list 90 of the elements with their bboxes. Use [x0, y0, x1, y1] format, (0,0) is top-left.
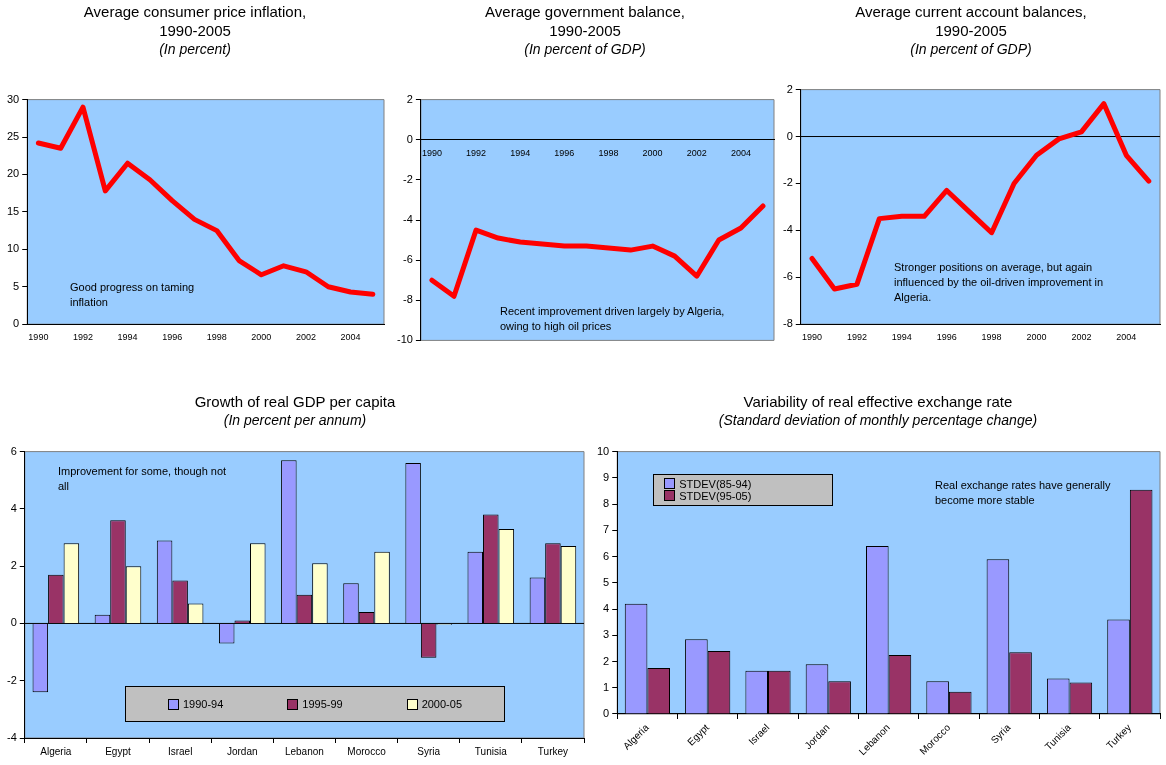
y-tick-label: -6: [783, 270, 793, 283]
legend-label: 1995-99: [302, 698, 343, 710]
chart-title: Growth of real GDP per capita: [193, 392, 397, 411]
y-tick-label: 2: [10, 559, 17, 572]
x-tick-label: 1992: [466, 147, 487, 158]
x-tick-label: Syria: [417, 745, 441, 757]
x-tick-label: 2004: [1116, 332, 1137, 343]
y-tick-label: 6: [10, 444, 17, 457]
y-tick-label: -4: [7, 731, 17, 744]
y-tick-label: 30: [6, 92, 20, 105]
x-tick-label: 1996: [162, 332, 183, 343]
chart-title: Average current account balances, 1990-2005: [854, 2, 1088, 40]
y-tick-label: 10: [596, 444, 610, 457]
y-tick-label: -10: [396, 333, 413, 346]
x-tick-label: 1994: [891, 332, 912, 343]
annotation: Stronger positions on average, but again influenced by the oil-driven improvement in Algeria.: [894, 260, 1104, 305]
x-tick-label: 1990: [28, 332, 49, 343]
y-tick-label: 25: [6, 130, 20, 143]
x-tick-label: Jordan: [226, 745, 258, 757]
chart-title: Average government balance, 1990-2005: [484, 2, 686, 40]
annotation: Improvement for some, though not all: [58, 464, 228, 494]
x-tick-label: 1990: [801, 332, 823, 343]
x-tick-label: Algeria: [40, 745, 72, 757]
x-tick-label: 1994: [117, 332, 138, 343]
x-tick-label: 1990: [421, 147, 442, 158]
x-tick-label: 2002: [295, 332, 316, 343]
y-tick-label: 20: [6, 167, 20, 180]
x-tick-label: 1996: [554, 147, 575, 158]
y-tick-label: 5: [603, 575, 610, 588]
annotation: Good progress on taming inflation: [70, 280, 196, 310]
y-tick-label: 4: [10, 501, 17, 514]
y-tick-label: -4: [403, 213, 413, 226]
annotation: Real exchange rates have generally become more stable: [935, 478, 1112, 508]
x-tick-label: Morocco: [347, 745, 387, 757]
y-tick-label: -4: [783, 223, 793, 236]
x-tick-label: Turkey: [537, 745, 569, 757]
y-tick-label: 10: [6, 242, 20, 255]
y-tick-label: 0: [406, 132, 413, 145]
y-tick-label: 0: [10, 616, 17, 629]
y-tick-label: 6: [603, 549, 610, 562]
x-tick-label: 1992: [846, 332, 867, 343]
chart-subtitle: (In percent of GDP): [909, 40, 1033, 59]
x-tick-label: 1996: [936, 332, 957, 343]
x-tick-label: 1998: [206, 332, 227, 343]
x-tick-label: Israel: [167, 745, 193, 757]
annotation: Recent improvement driven largely by Algeria, owing to high oil prices: [500, 304, 726, 334]
x-tick-label: Tunisia: [474, 745, 508, 757]
y-tick-label: 9: [603, 470, 610, 483]
x-tick-label: 2004: [730, 147, 751, 158]
x-tick-label: 2000: [642, 147, 663, 158]
chart-subtitle: (In percent per annum): [222, 411, 368, 430]
y-tick-label: 4: [603, 602, 610, 615]
y-tick-label: 1: [603, 680, 610, 693]
x-tick-label: 2002: [686, 147, 707, 158]
x-tick-label: 2002: [1071, 332, 1092, 343]
x-tick-label: 2000: [1026, 332, 1047, 343]
y-tick-label: 7: [603, 523, 610, 536]
y-tick-label: -8: [403, 293, 413, 306]
chart-title: Variability of real effective exchange rate: [742, 392, 1014, 411]
legend-label: 2000-05: [421, 698, 462, 710]
y-tick-label: 0: [603, 707, 610, 720]
legend-label: STDEV(85-94): [679, 477, 752, 490]
y-tick-label: -2: [783, 176, 793, 189]
legend-label: 1990-94: [182, 698, 224, 710]
x-tick-label: 1998: [981, 332, 1002, 343]
x-tick-label: Egypt: [105, 745, 131, 757]
y-tick-label: 3: [603, 628, 610, 641]
legend-label: STDEV(95-05): [679, 489, 752, 502]
y-tick-label: -2: [403, 172, 413, 185]
y-tick-label: -6: [403, 253, 413, 266]
x-tick-label: Lebanon: [284, 745, 324, 757]
y-tick-label: 2: [786, 82, 793, 95]
x-tick-label: 1992: [72, 332, 93, 343]
y-tick-label: -2: [7, 673, 17, 686]
y-tick-label: 2: [406, 92, 413, 105]
y-tick-label: 0: [13, 317, 20, 330]
y-tick-label: 2: [603, 654, 610, 667]
chart-title: Average consumer price inflation, 1990-2005: [82, 2, 308, 40]
y-tick-label: 5: [13, 279, 20, 292]
chart-subtitle: (In percent of GDP): [523, 40, 647, 59]
y-tick-label: -8: [783, 317, 793, 330]
x-tick-label: 1994: [510, 147, 531, 158]
x-tick-label: 1998: [598, 147, 619, 158]
chart-subtitle: (Standard deviation of monthly percentage change): [717, 411, 1039, 430]
y-tick-label: 15: [6, 204, 20, 217]
x-tick-label: 2000: [251, 332, 272, 343]
x-tick-label: 2004: [340, 332, 361, 343]
y-tick-label: 8: [603, 497, 610, 510]
y-tick-label: 0: [786, 129, 793, 142]
chart-subtitle: (In percent): [158, 40, 232, 59]
